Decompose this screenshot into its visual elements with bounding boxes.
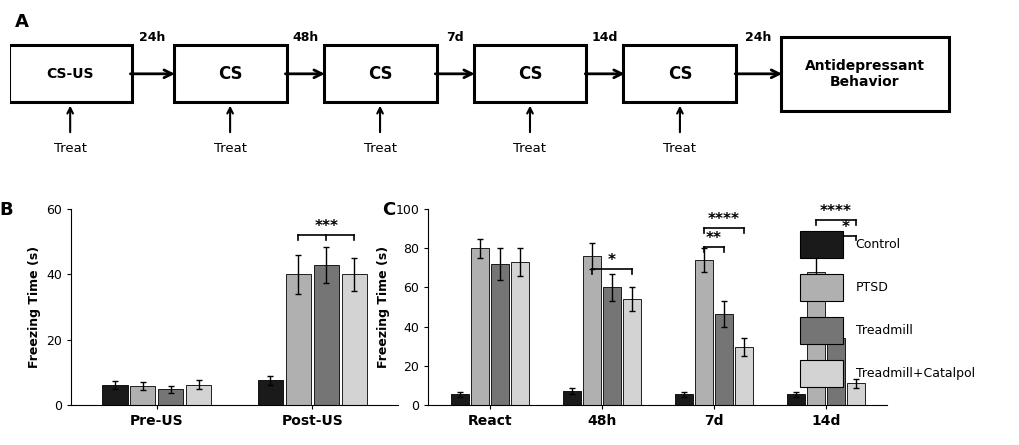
Y-axis label: Freezing Time (s): Freezing Time (s): [377, 246, 389, 368]
Text: Treadmill+Catalpol: Treadmill+Catalpol: [855, 367, 974, 380]
FancyBboxPatch shape: [9, 45, 131, 102]
Text: *: *: [607, 253, 615, 268]
Bar: [450, 394, 469, 405]
Text: **: **: [705, 231, 721, 247]
Bar: [674, 394, 692, 405]
Text: CS: CS: [667, 65, 692, 83]
FancyBboxPatch shape: [323, 45, 436, 102]
Bar: [490, 264, 508, 405]
FancyBboxPatch shape: [473, 45, 586, 102]
Bar: [623, 299, 641, 405]
Bar: [562, 391, 580, 405]
Text: 7d: 7d: [445, 31, 464, 44]
Text: 14d: 14d: [591, 31, 618, 44]
Text: Treat: Treat: [513, 142, 546, 155]
FancyBboxPatch shape: [173, 45, 286, 102]
Text: PTSD: PTSD: [855, 281, 888, 294]
Text: CS: CS: [218, 65, 243, 83]
Bar: [582, 256, 600, 405]
Text: ****: ****: [707, 212, 739, 227]
Bar: [314, 265, 338, 405]
Text: Treat: Treat: [662, 142, 696, 155]
Text: CS: CS: [368, 65, 392, 83]
Bar: [602, 287, 621, 405]
Text: B: B: [0, 201, 13, 219]
Text: C: C: [382, 201, 395, 219]
Text: 24h: 24h: [745, 31, 771, 44]
Bar: [186, 385, 211, 405]
Bar: [102, 385, 127, 405]
Bar: [471, 248, 488, 405]
Bar: [735, 347, 752, 405]
Text: ***: ***: [813, 235, 837, 250]
Text: Treadmill: Treadmill: [855, 324, 912, 337]
Bar: [694, 260, 712, 405]
Bar: [826, 338, 844, 405]
Bar: [786, 394, 804, 405]
Text: 24h: 24h: [140, 31, 166, 44]
Bar: [341, 275, 367, 405]
Text: Treat: Treat: [54, 142, 87, 155]
Bar: [158, 389, 183, 405]
Text: Control: Control: [855, 238, 900, 251]
Bar: [806, 272, 824, 405]
FancyBboxPatch shape: [623, 45, 736, 102]
Text: Treat: Treat: [213, 142, 247, 155]
Bar: [511, 262, 529, 405]
Text: Antidepressant
Behavior: Antidepressant Behavior: [804, 59, 924, 89]
Bar: [130, 386, 155, 405]
Bar: [799, 360, 842, 387]
FancyBboxPatch shape: [781, 37, 948, 111]
Text: A: A: [15, 13, 30, 31]
Y-axis label: Freezing Time (s): Freezing Time (s): [28, 246, 41, 368]
Bar: [258, 380, 282, 405]
Bar: [714, 314, 733, 405]
Text: ***: ***: [314, 219, 338, 234]
Bar: [799, 317, 842, 344]
Bar: [846, 384, 864, 405]
Text: ****: ****: [819, 204, 851, 219]
Bar: [285, 275, 311, 405]
Text: *: *: [841, 219, 849, 235]
Text: CS-US: CS-US: [47, 67, 94, 81]
Text: 48h: 48h: [291, 31, 318, 44]
Bar: [799, 231, 842, 258]
Text: CS: CS: [518, 65, 542, 83]
Bar: [799, 274, 842, 301]
Text: Treat: Treat: [363, 142, 396, 155]
